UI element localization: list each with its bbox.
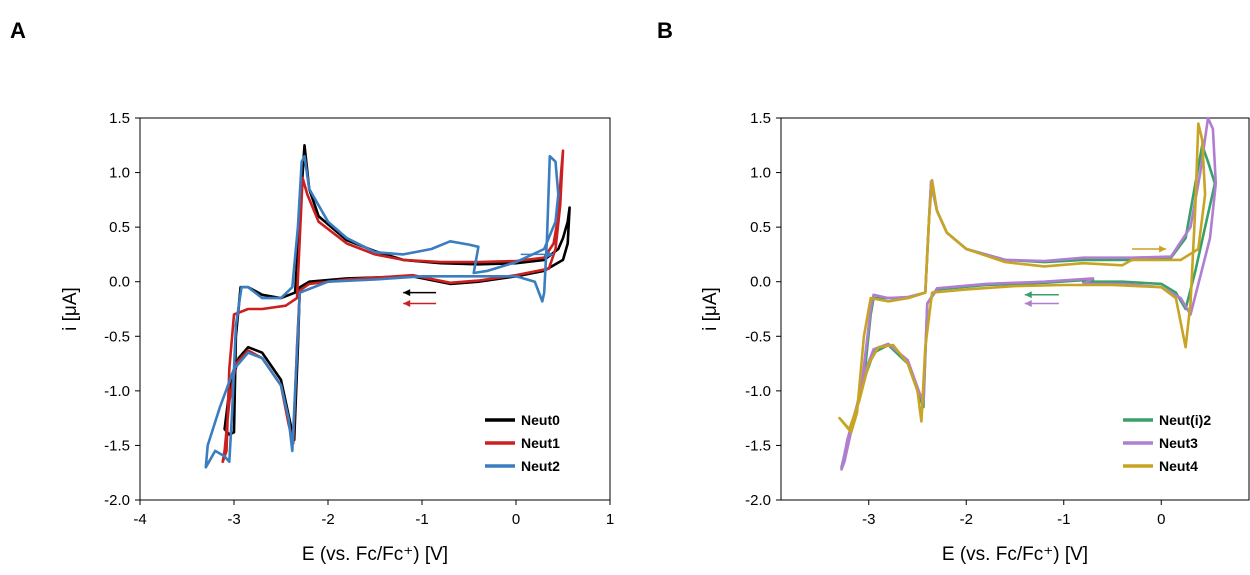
series-line-neut4 [838, 122, 1207, 434]
series-line-neut2 [204, 154, 560, 469]
scan-direction-arrow-a [520, 250, 554, 258]
y-tick-label-a: 0.5 [109, 219, 130, 236]
x-axis-label-b: E (vs. Fc/Fc⁺) [V] [942, 544, 1088, 565]
scan-direction-arrow-b [1132, 245, 1167, 253]
plot-frame-b [780, 117, 1250, 501]
panel-label-a: A [10, 18, 26, 43]
x-tick-label-a: -4 [133, 511, 146, 528]
x-tick-label-b: 0 [1157, 511, 1165, 528]
y-tick-label-a: -1.5 [104, 437, 130, 454]
scan-direction-arrow-a [403, 300, 437, 308]
y-tick-label-a: 1.5 [109, 110, 130, 127]
y-tick-label-b: -1.0 [745, 383, 771, 400]
legend-item-a: Neut2 [485, 458, 560, 474]
y-tick-label-b: -0.5 [745, 328, 771, 345]
y-tick-label-b: 1.0 [750, 165, 771, 182]
panel-label-b: B [657, 18, 673, 43]
y-tick-label-b: 1.5 [750, 110, 771, 127]
legend-item-a: Neut1 [485, 435, 560, 451]
legend-label: Neut(i)2 [1159, 412, 1211, 428]
y-axis-label-b: i [μA] [700, 287, 721, 331]
y-tick-label-a: 0.0 [109, 274, 130, 291]
legend-label: Neut0 [521, 412, 560, 428]
x-axis-label-a: E (vs. Fc/Fc⁺) [V] [302, 544, 448, 565]
y-tick-label-b: -1.5 [745, 437, 771, 454]
y-tick-label-b: -2.0 [745, 492, 771, 509]
scan-direction-arrow-b [1024, 300, 1059, 308]
x-tick-label-b: -2 [960, 511, 973, 528]
legend-label: Neut4 [1159, 458, 1198, 474]
y-tick-label-b: 0.5 [750, 219, 771, 236]
y-tick-label-b: 0.0 [750, 274, 771, 291]
x-tick-label-a: 1 [606, 511, 614, 528]
y-tick-label-a: -2.0 [104, 492, 130, 509]
legend-label: Neut1 [521, 435, 560, 451]
x-tick-label-a: -2 [321, 511, 334, 528]
y-axis-label-a: i [μA] [60, 287, 81, 331]
panel-b-chart: -3 -2 -1 0 -2.0 -1.5 -1.0 -0.5 0.0 0.5 1.0 1.5 Neu… [700, 110, 1250, 565]
series-line-neut0 [223, 144, 571, 442]
legend-item-a: Neut0 [485, 412, 560, 428]
legend-label: Neut3 [1159, 435, 1198, 451]
scan-direction-arrow-b [1024, 291, 1059, 299]
x-tick-label-a: 0 [512, 511, 520, 528]
y-tick-label-a: 1.0 [109, 165, 130, 182]
y-tick-label-a: -1.0 [104, 383, 130, 400]
y-tick-label-a: -0.5 [104, 328, 130, 345]
legend-item-b: Neut4 [1123, 458, 1198, 474]
plot-frame-a [139, 117, 611, 501]
x-tick-label-a: -3 [227, 511, 240, 528]
x-tick-label-b: -1 [1057, 511, 1070, 528]
panel-a-chart: -4 -3 -2 -1 0 1 -2.0-1.5-1.0-0.50.00.51.01.5 … [60, 110, 614, 565]
scan-direction-arrow-a [403, 289, 437, 297]
x-tick-label-b: -3 [862, 511, 875, 528]
legend-item-b: Neut3 [1123, 435, 1198, 451]
x-tick-label-a: -1 [415, 511, 428, 528]
legend-item-b: Neut(i)2 [1123, 412, 1211, 428]
series-line-neut1 [221, 149, 565, 464]
legend-label: Neut2 [521, 458, 560, 474]
